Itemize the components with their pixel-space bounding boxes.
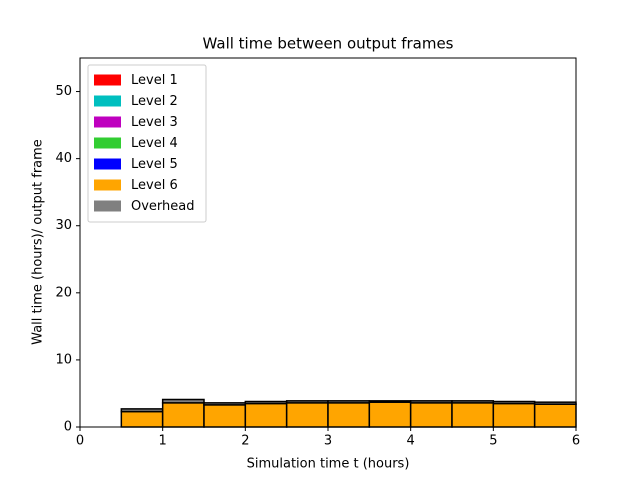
x-axis-label: Simulation time t (hours) <box>247 457 410 472</box>
x-tick-label: 3 <box>324 434 332 449</box>
y-tick-label: 40 <box>55 151 72 166</box>
bar-segment <box>161 398 205 404</box>
y-tick-label: 50 <box>55 84 72 99</box>
bar-segment <box>203 402 247 406</box>
bar-segment <box>368 400 412 403</box>
bar-segment <box>285 402 329 428</box>
legend-swatch <box>94 116 121 128</box>
x-tick-label: 6 <box>572 434 580 449</box>
legend-label: Level 3 <box>131 115 178 130</box>
bar-segment <box>327 400 371 404</box>
chart-title: Wall time between output frames <box>203 35 454 53</box>
legend-label: Overhead <box>131 199 195 214</box>
bar-segment <box>203 404 247 428</box>
bar-segment <box>161 402 205 428</box>
x-tick-label: 2 <box>241 434 249 449</box>
legend-swatch <box>94 74 121 86</box>
legend-label: Level 2 <box>131 94 178 109</box>
legend-swatch <box>94 200 121 212</box>
bar-segment <box>492 402 536 428</box>
legend-swatch <box>94 179 121 191</box>
bar-segment <box>120 408 164 413</box>
bar-segment <box>120 410 164 428</box>
legend-swatch <box>94 137 121 149</box>
bar-segment <box>533 403 577 428</box>
bar-segment <box>533 401 577 405</box>
bar-segment <box>327 402 371 428</box>
y-tick-label: 10 <box>55 352 72 367</box>
bar-segment <box>451 402 495 428</box>
legend-label: Level 5 <box>131 157 178 172</box>
y-axis-label: Wall time (hours)/ output frame <box>31 139 46 345</box>
bar-segment <box>368 401 412 428</box>
y-tick-label: 0 <box>64 420 72 435</box>
bar-segment <box>492 400 536 405</box>
y-tick-label: 30 <box>55 218 72 233</box>
bar-segment <box>451 400 495 404</box>
legend-label: Level 1 <box>131 73 178 88</box>
x-tick-label: 5 <box>489 434 497 449</box>
legend-label: Level 4 <box>131 136 178 151</box>
legend-label: Level 6 <box>131 178 178 193</box>
legend-swatch <box>94 95 121 107</box>
bar-segment <box>244 402 288 428</box>
bar-segment <box>409 402 453 428</box>
bar-segment <box>409 400 453 404</box>
bar-segment <box>285 400 329 404</box>
y-tick-label: 20 <box>55 285 72 300</box>
legend-swatch <box>94 158 121 170</box>
x-tick-label: 1 <box>159 434 167 449</box>
bar-segment <box>244 400 288 405</box>
x-tick-label: 4 <box>407 434 415 449</box>
x-tick-label: 0 <box>76 434 84 449</box>
